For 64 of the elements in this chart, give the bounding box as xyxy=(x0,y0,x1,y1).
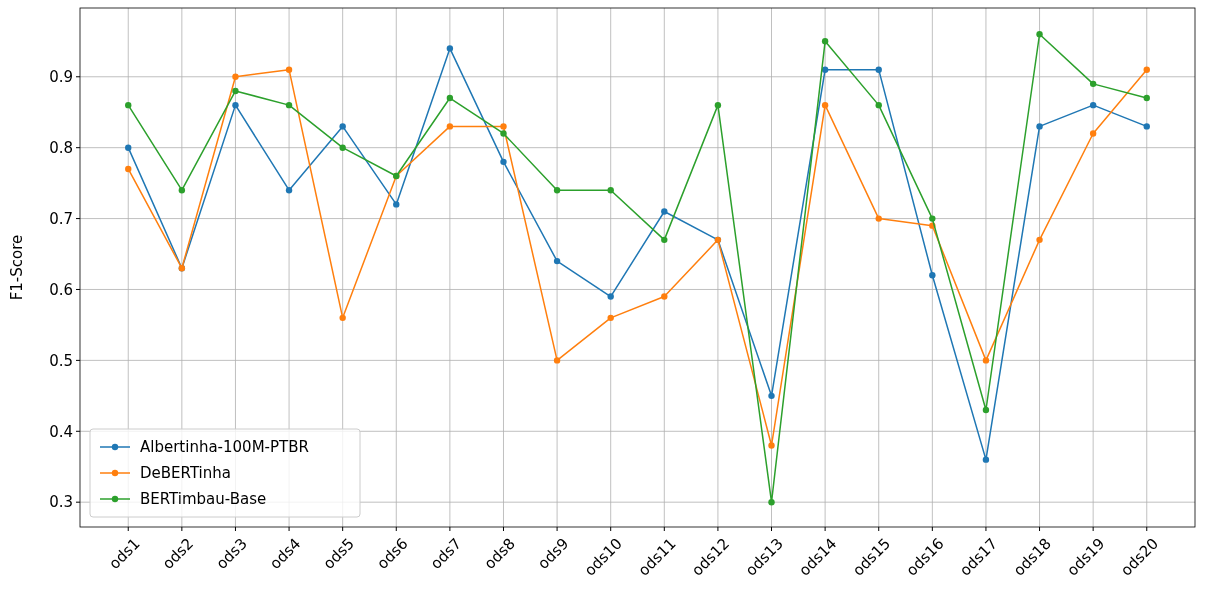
y-tick-label: 0.9 xyxy=(49,68,73,87)
point xyxy=(929,215,936,222)
point xyxy=(446,123,454,130)
y-tick-label: 0.3 xyxy=(49,493,73,512)
point xyxy=(339,123,346,130)
y-tick-label: 0.7 xyxy=(49,209,73,228)
point xyxy=(553,357,561,364)
point xyxy=(821,38,829,45)
y-axis-title: F1-Score xyxy=(8,234,26,301)
point xyxy=(446,94,454,102)
y-tick-label: 0.8 xyxy=(49,138,73,157)
point xyxy=(1036,123,1043,130)
point xyxy=(661,293,668,300)
y-tick-label: 0.6 xyxy=(49,280,73,299)
point xyxy=(1036,236,1043,244)
point xyxy=(607,314,614,322)
point xyxy=(500,123,507,130)
point xyxy=(339,314,346,322)
point xyxy=(232,73,239,80)
point xyxy=(553,257,561,265)
point xyxy=(393,201,400,208)
legend-label: BERTimbau-Base xyxy=(140,490,267,509)
point xyxy=(285,66,293,73)
point xyxy=(607,293,614,300)
point xyxy=(125,144,132,151)
point xyxy=(232,87,239,95)
point xyxy=(714,101,722,109)
point xyxy=(661,208,668,215)
point xyxy=(500,158,507,166)
point xyxy=(1143,123,1150,130)
point xyxy=(232,101,239,109)
point xyxy=(500,130,507,137)
point xyxy=(768,442,775,449)
point xyxy=(285,101,293,109)
point xyxy=(821,66,829,73)
point xyxy=(125,101,132,109)
y-tick-label: 0.5 xyxy=(49,351,73,370)
point xyxy=(768,498,775,506)
point xyxy=(1089,80,1097,88)
legend-label: Albertinha-100M-PTBR xyxy=(140,438,309,457)
point xyxy=(929,272,936,279)
point xyxy=(1089,101,1097,109)
point xyxy=(1143,94,1150,102)
point xyxy=(982,456,990,463)
legend-label: DeBERTinha xyxy=(140,464,231,483)
point xyxy=(821,101,829,109)
point xyxy=(125,165,132,173)
point xyxy=(661,236,668,244)
point xyxy=(875,215,882,222)
y-tick-label: 0.4 xyxy=(49,422,73,441)
point xyxy=(607,187,614,194)
point xyxy=(768,392,775,400)
point xyxy=(285,187,293,194)
point xyxy=(1036,31,1043,38)
point xyxy=(446,45,454,52)
point xyxy=(982,357,990,364)
point xyxy=(339,144,346,151)
point xyxy=(982,406,990,414)
point xyxy=(1089,130,1097,137)
point xyxy=(875,101,882,109)
point xyxy=(553,187,561,194)
point xyxy=(1143,66,1150,73)
point xyxy=(875,66,882,73)
point xyxy=(178,187,186,194)
